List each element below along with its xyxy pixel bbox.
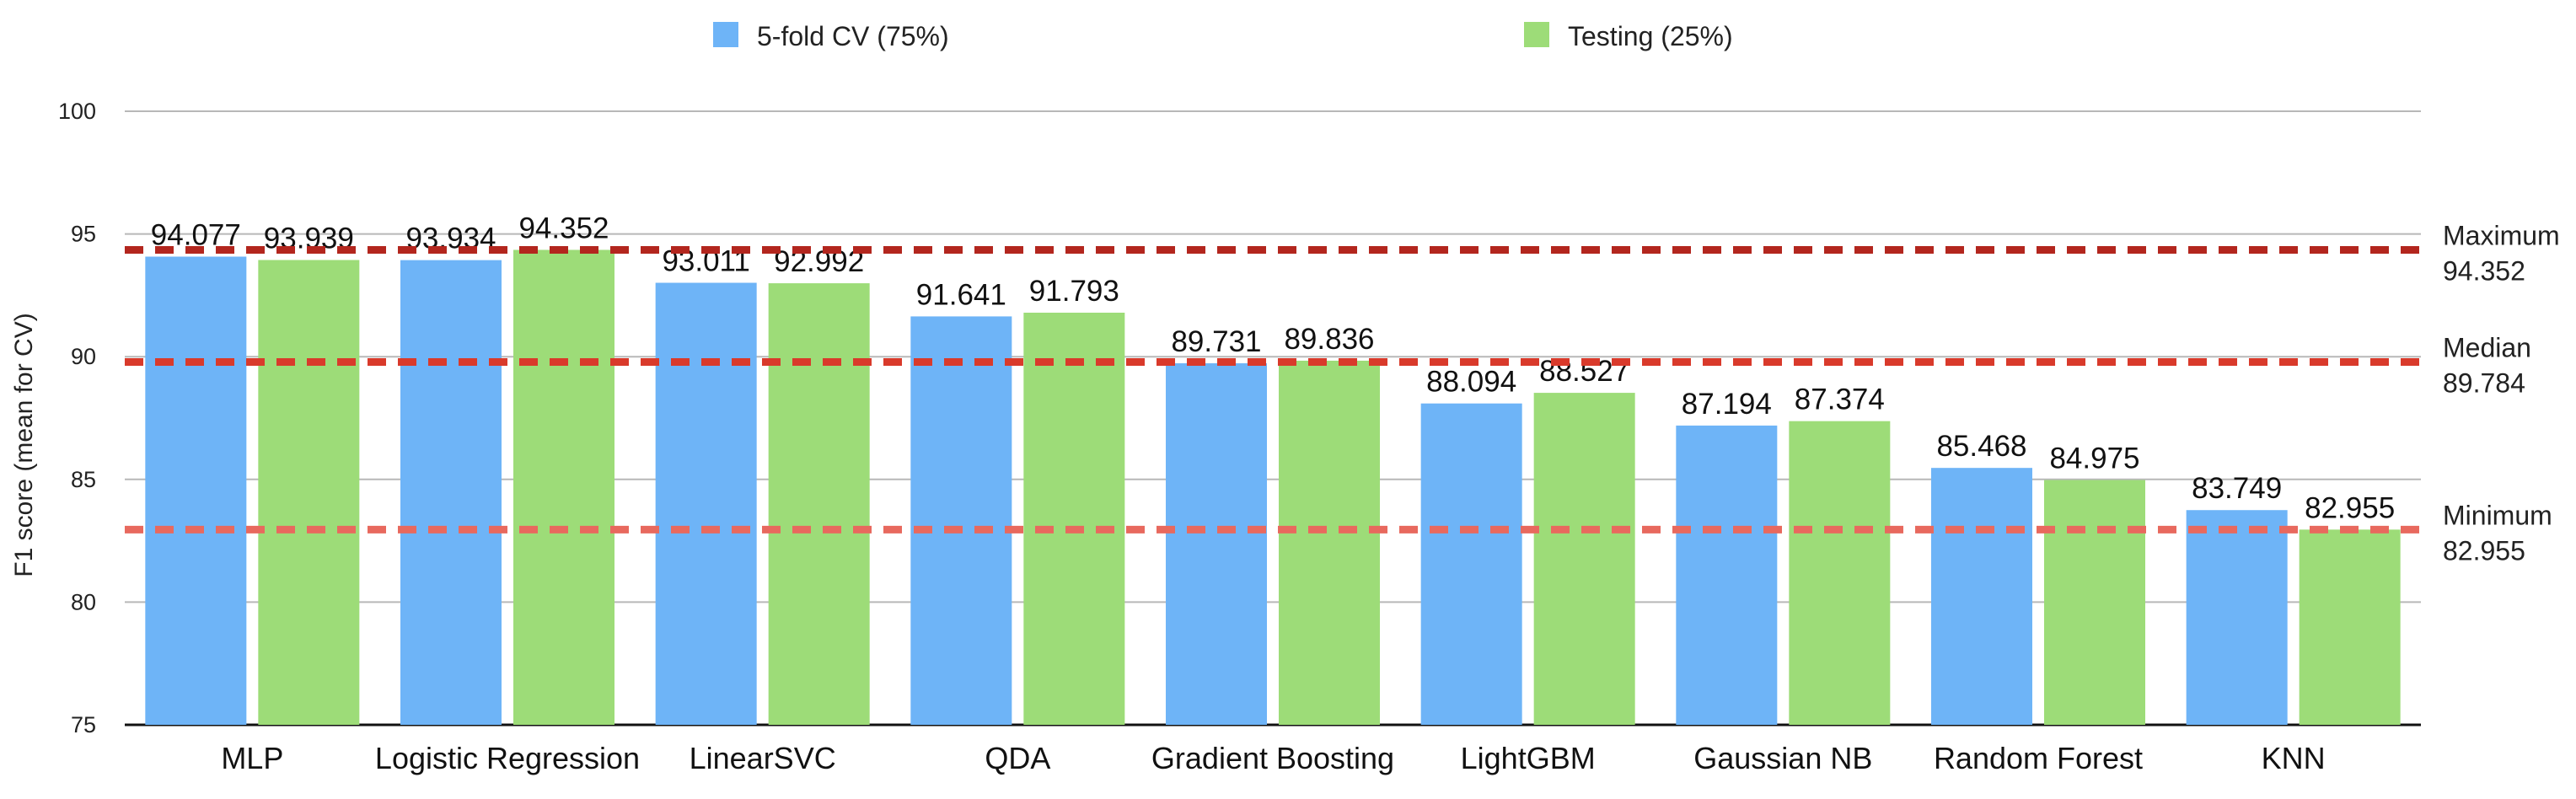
y-axis-title: F1 score (mean for CV) xyxy=(10,313,38,576)
bar-testing xyxy=(1023,312,1125,725)
bar-cv xyxy=(145,256,247,725)
bar-cv xyxy=(910,316,1012,725)
data-label: 88.094 xyxy=(1426,366,1516,399)
reference-value-minimum: 82.955 xyxy=(2443,535,2525,566)
y-tick-label: 90 xyxy=(71,344,96,369)
reference-value-maximum: 94.352 xyxy=(2443,255,2525,286)
bar-testing xyxy=(768,283,870,725)
y-tick-label: 95 xyxy=(71,222,96,247)
data-label: 87.374 xyxy=(1795,383,1885,416)
data-label: 91.793 xyxy=(1029,275,1119,308)
bar-cv xyxy=(1931,468,2032,725)
bar-cv xyxy=(655,282,757,726)
category-label: QDA xyxy=(985,741,1050,775)
category-label: Gradient Boosting xyxy=(1151,741,1394,775)
bar-cv xyxy=(1676,425,1778,725)
data-label: 85.468 xyxy=(1936,430,2026,463)
data-label: 89.731 xyxy=(1171,325,1261,358)
category-label: Gaussian NB xyxy=(1693,741,1872,775)
data-label: 87.194 xyxy=(1682,388,1772,421)
category-label: LightGBM xyxy=(1461,741,1596,775)
y-tick-label: 80 xyxy=(71,589,96,614)
legend-swatch-1 xyxy=(713,22,738,47)
y-tick-label: 85 xyxy=(71,467,96,492)
bar-cv xyxy=(1420,403,1522,725)
bar-testing xyxy=(513,249,614,726)
reference-name-maximum: Maximum xyxy=(2443,220,2560,250)
reference-lines: Maximum 94.352 Median 89.784 Minimum 82.955 xyxy=(125,220,2560,566)
reference-name-minimum: Minimum xyxy=(2443,500,2552,530)
legend-label-1: 5-fold CV (75%) xyxy=(757,21,949,51)
y-axis-ticks: 75 80 85 90 95 100 xyxy=(58,99,96,737)
reference-name-median: Median xyxy=(2443,332,2531,362)
category-labels: MLP Logistic Regression LinearSVC QDA Gradie… xyxy=(221,741,2325,775)
y-tick-label: 75 xyxy=(71,712,96,737)
data-label: 89.836 xyxy=(1284,323,1374,356)
bar-cv xyxy=(1166,363,1267,725)
bar-testing xyxy=(1789,421,1891,725)
bar-testing xyxy=(258,260,360,725)
legend-label-2: Testing (25%) xyxy=(1568,21,1733,51)
category-label: MLP xyxy=(221,741,283,775)
data-label: 82.955 xyxy=(2305,491,2395,524)
data-label: 91.641 xyxy=(916,278,1006,311)
category-label: LinearSVC xyxy=(690,741,836,775)
category-label: KNN xyxy=(2262,741,2326,775)
bar-testing xyxy=(1533,393,1635,725)
bar-cv xyxy=(2186,510,2288,725)
legend-swatch-2 xyxy=(1524,22,1549,47)
category-label: Logistic Regression xyxy=(375,741,640,775)
data-label: 94.352 xyxy=(518,212,609,244)
category-label: Random Forest xyxy=(1934,741,2143,775)
grid-lines xyxy=(125,110,2421,727)
y-tick-label: 100 xyxy=(58,99,96,124)
legend: 5-fold CV (75%) Testing (25%) xyxy=(713,21,1733,51)
bar-testing xyxy=(2044,480,2145,725)
data-label: 92.992 xyxy=(774,245,864,278)
data-label: 93.934 xyxy=(405,223,496,255)
bar-cv xyxy=(400,260,502,725)
bars xyxy=(145,249,2401,726)
bar-testing xyxy=(2299,529,2401,725)
data-label: 83.749 xyxy=(2192,472,2282,505)
data-label: 84.975 xyxy=(2049,442,2139,475)
bar-testing xyxy=(1279,360,1380,725)
reference-value-median: 89.784 xyxy=(2443,367,2525,398)
